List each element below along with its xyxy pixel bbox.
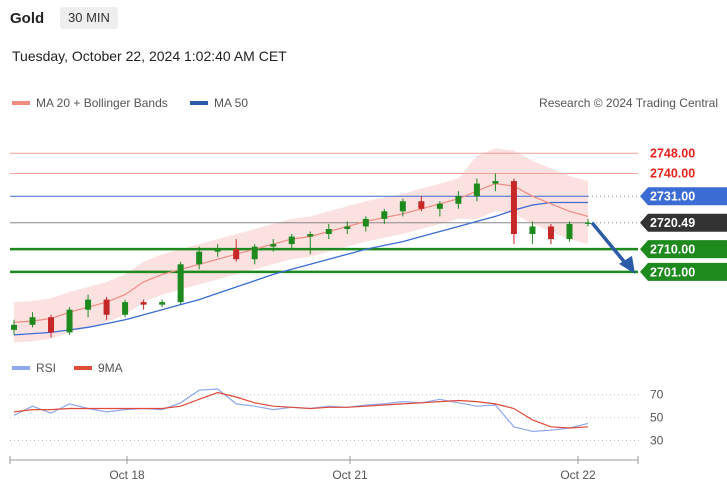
main-legend: MA 20 + Bollinger Bands MA 50 Research ©… [12, 96, 718, 110]
candle-body [177, 264, 184, 303]
candle-body [473, 183, 480, 197]
rsi-legend: RSI 9MA [12, 361, 123, 375]
level-label-2701.00: 2701.00 [650, 265, 695, 279]
candle-body [455, 196, 462, 204]
ma50-line [13, 201, 588, 336]
candle-body [270, 244, 277, 247]
ma20-line [13, 182, 589, 323]
price-pane: 2748.00 2740.00 2731.00 2720.49 2710.00 2701.… [10, 146, 727, 343]
candle-body [344, 226, 351, 229]
instrument-name: Gold [10, 10, 45, 27]
rsi-tick-30: 30 [650, 434, 664, 448]
price-level-lines [10, 152, 640, 274]
candle-body [436, 203, 443, 209]
level-label-2731.00: 2731.00 [650, 190, 695, 204]
rsi-tick-50: 50 [650, 411, 664, 425]
level-tag-2731.00 [640, 187, 727, 206]
rsi-tick-70: 70 [650, 388, 664, 402]
x-axis-ticks: Oct 18 Oct 21 Oct 22 [9, 456, 639, 482]
candle-body [529, 226, 536, 235]
candle-body [11, 324, 17, 330]
candle-body [288, 236, 295, 245]
rsi-ma-legend-label: 9MA [98, 361, 123, 375]
candle-body [381, 211, 388, 219]
bollinger-band [14, 148, 588, 343]
candle-body [399, 201, 406, 212]
level-tag-2710.00 [640, 240, 727, 259]
ma50-legend-label: MA 50 [214, 96, 248, 110]
candle-body [196, 251, 203, 265]
level-tag-2720.49 [640, 213, 727, 232]
x-axis: Oct 18 Oct 21 Oct 22 [9, 456, 639, 482]
ma20-legend-swatch [12, 101, 30, 105]
research-credit: Research © 2024 Trading Central [539, 96, 718, 110]
forecast-arrow-icon [590, 221, 628, 265]
x-tick-label-1: Oct 21 [332, 468, 368, 482]
rsi-legend-swatch [12, 366, 30, 370]
candle-body [140, 302, 147, 305]
candle-body [85, 299, 92, 310]
forecast-arrowhead-icon [619, 255, 635, 274]
ma50-legend-swatch [190, 101, 208, 105]
candle-body [418, 201, 425, 209]
candle-body [29, 317, 36, 325]
x-tick-label-2: Oct 22 [560, 468, 596, 482]
rsi-gridlines [10, 394, 640, 442]
rsi-tick-labels: 70 50 30 [650, 388, 664, 448]
level-label-2710.00: 2710.00 [650, 243, 695, 257]
price-level-labels: 2748.00 2740.00 2731.00 2720.49 2710.00 2701.… [640, 146, 727, 281]
candle-body [122, 302, 129, 315]
candle-body [510, 181, 517, 235]
candle-body [48, 317, 55, 333]
level-label-2740.00: 2740.00 [650, 166, 695, 180]
x-tick-label-0: Oct 18 [109, 468, 145, 482]
candle-body [66, 309, 73, 333]
rsi-ma-legend-swatch [74, 366, 92, 370]
ma20-legend-label: MA 20 + Bollinger Bands [36, 96, 168, 110]
candle-body [566, 223, 573, 240]
chart-header: Gold 30 MIN Tuesday, October 22, 2024 1:… [0, 0, 727, 64]
level-label-2720.49: 2720.49 [650, 216, 695, 230]
candlesticks [11, 173, 591, 338]
rsi-line [13, 388, 589, 433]
timeframe-badge[interactable]: 30 MIN [60, 7, 118, 29]
candle-body [159, 302, 166, 305]
level-tag-2701.00 [640, 262, 727, 281]
rsi-ma-line [13, 391, 589, 429]
level-label-2748.00: 2748.00 [650, 146, 695, 160]
candle-body [585, 222, 591, 224]
candle-body [103, 299, 110, 315]
candle-body [547, 226, 554, 240]
candle-body [325, 228, 332, 235]
candle-body [233, 249, 240, 260]
candle-body [251, 246, 258, 260]
timestamp: Tuesday, October 22, 2024 1:02:40 AM CET [12, 48, 287, 64]
rsi-legend-label: RSI [36, 361, 56, 375]
candle-body [307, 234, 314, 237]
rsi-pane: 70 50 30 [10, 388, 664, 448]
candle-body [362, 218, 369, 227]
candle-body [214, 249, 221, 252]
candle-body [492, 181, 499, 184]
